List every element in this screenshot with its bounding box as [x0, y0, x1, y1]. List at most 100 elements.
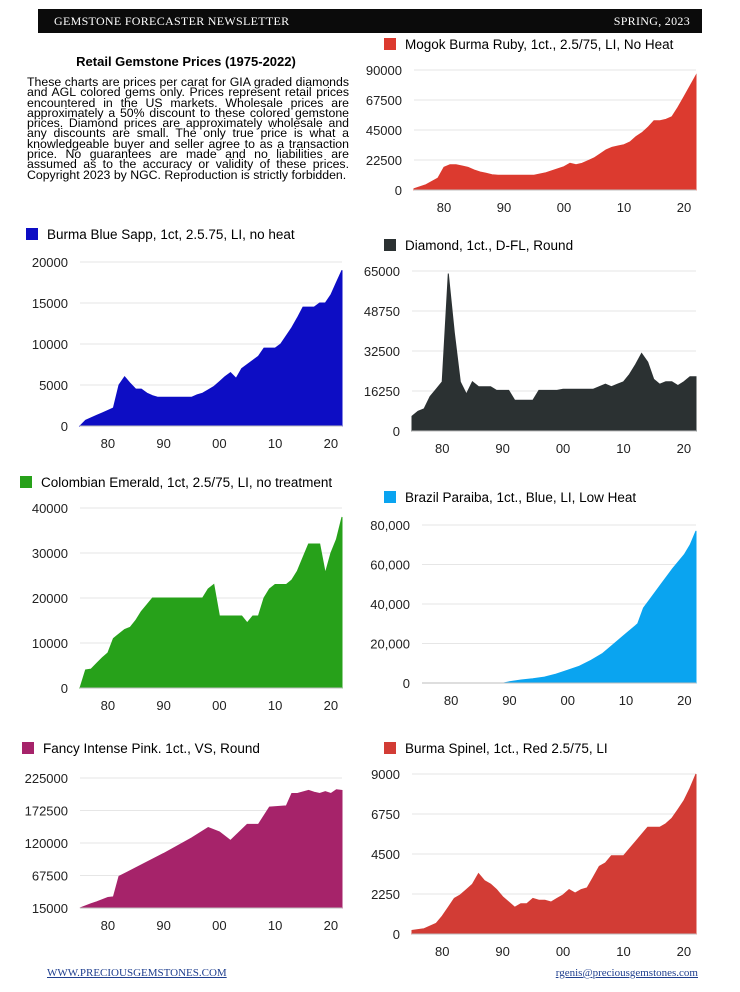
intro-title: Retail Gemstone Prices (1975-2022): [76, 54, 296, 69]
x-tick-label: 20: [677, 200, 691, 215]
y-tick-label: 9000: [371, 767, 400, 782]
y-tick-label: 40000: [32, 501, 68, 516]
area-series: [422, 530, 697, 684]
y-tick-label: 45000: [366, 123, 402, 138]
x-tick-label: 00: [561, 693, 575, 708]
x-tick-label: 90: [495, 441, 509, 456]
legend-swatch: [384, 38, 396, 50]
chart-title-text: Burma Spinel, 1ct., Red 2.5/75, LI: [405, 741, 608, 756]
x-tick-label: 90: [495, 944, 509, 959]
chart-title: Burma Blue Sapp, 1ct, 2.5.75, LI, no hea…: [26, 227, 295, 242]
chart-title-text: Brazil Paraiba, 1ct., Blue, LI, Low Heat: [405, 490, 637, 505]
x-tick-label: 00: [556, 944, 570, 959]
x-tick-label: 10: [616, 441, 630, 456]
chart-svg: 0 10000 20000 30000 40000 80 90 00 10 20: [32, 501, 343, 713]
chart-pink: Fancy Intense Pink. 1ct., VS, Round 15000…: [20, 738, 350, 938]
y-tick-label: 20,000: [370, 637, 410, 652]
y-tick-label: 225000: [25, 771, 68, 786]
y-tick-label: 90000: [366, 63, 402, 78]
x-tick-label: 90: [502, 693, 516, 708]
x-tick-label: 10: [268, 436, 282, 451]
x-tick-label: 10: [619, 693, 633, 708]
chart-title-text: Mogok Burma Ruby, 1ct., 2.5/75, LI, No H…: [405, 37, 674, 52]
y-tick-label: 2250: [371, 887, 400, 902]
y-tick-label: 30000: [32, 546, 68, 561]
chart-title: Mogok Burma Ruby, 1ct., 2.5/75, LI, No H…: [384, 37, 673, 52]
x-tick-label: 20: [324, 436, 338, 451]
y-tick-label: 4500: [371, 847, 400, 862]
x-tick-label: 80: [435, 944, 449, 959]
x-tick-label: 80: [101, 436, 115, 451]
x-tick-label: 90: [156, 436, 170, 451]
x-tick-label: 00: [557, 200, 571, 215]
footer-website-link[interactable]: WWW.PRECIOUSGEMSTONES.COM: [47, 967, 227, 979]
y-tick-label: 5000: [39, 378, 68, 393]
x-tick-label: 10: [617, 200, 631, 215]
legend-swatch: [384, 491, 396, 503]
x-tick-label: 20: [677, 944, 691, 959]
area-series: [79, 516, 343, 689]
chart-emerald: Colombian Emerald, 1ct, 2.5/75, LI, no t…: [20, 472, 350, 722]
issue-date: SPRING, 2023: [613, 14, 690, 28]
area-series: [413, 73, 697, 191]
legend-swatch: [26, 228, 38, 240]
chart-svg: 0 22500 45000 67500 90000 80 90 00 10 20: [366, 63, 697, 215]
x-tick-label: 90: [497, 200, 511, 215]
x-tick-label: 00: [556, 441, 570, 456]
y-tick-label: 22500: [366, 153, 402, 168]
newsletter-header: GEMSTONE FORECASTER NEWSLETTER SPRING, 2…: [38, 9, 702, 33]
x-tick-label: 80: [101, 918, 115, 933]
newsletter-title: GEMSTONE FORECASTER NEWSLETTER: [54, 14, 290, 28]
area-series: [78, 269, 343, 427]
x-tick-label: 80: [101, 698, 115, 713]
y-tick-label: 172500: [25, 804, 68, 819]
chart-title: Brazil Paraiba, 1ct., Blue, LI, Low Heat: [384, 490, 636, 505]
chart-title-text: Diamond, 1ct., D-FL, Round: [405, 238, 574, 253]
x-tick-label: 20: [677, 693, 691, 708]
y-tick-label: 20000: [32, 591, 68, 606]
y-tick-label: 120000: [25, 836, 68, 851]
chart-ruby: Mogok Burma Ruby, 1ct., 2.5/75, LI, No H…: [352, 34, 702, 224]
y-tick-label: 0: [395, 183, 402, 198]
x-tick-label: 00: [212, 698, 226, 713]
x-tick-label: 90: [156, 918, 170, 933]
y-tick-label: 20000: [32, 255, 68, 270]
y-tick-label: 48750: [364, 304, 400, 319]
y-tick-label: 0: [403, 676, 410, 691]
chart-paraiba: Brazil Paraiba, 1ct., Blue, LI, Low Heat…: [352, 487, 702, 717]
y-tick-label: 0: [393, 424, 400, 439]
y-tick-label: 15000: [32, 296, 68, 311]
chart-title-text: Burma Blue Sapp, 1ct, 2.5.75, LI, no hea…: [47, 227, 295, 242]
y-tick-label: 80,000: [370, 518, 410, 533]
x-tick-label: 10: [268, 698, 282, 713]
area-series: [411, 273, 697, 432]
x-tick-label: 80: [435, 441, 449, 456]
y-tick-label: 67500: [32, 869, 68, 884]
chart-title: Fancy Intense Pink. 1ct., VS, Round: [22, 741, 260, 756]
y-tick-label: 40,000: [370, 597, 410, 612]
x-tick-label: 90: [156, 698, 170, 713]
chart-svg: 15000 67500 120000 172500 225000 80 90 00 10 20: [25, 771, 343, 933]
legend-swatch: [384, 742, 396, 754]
y-tick-label: 16250: [364, 384, 400, 399]
x-tick-label: 20: [324, 918, 338, 933]
legend-swatch: [384, 239, 396, 251]
chart-svg: 0 16250 32500 48750 65000 80 90 00 10 20: [364, 264, 697, 456]
area-series: [79, 789, 343, 909]
y-tick-label: 10000: [32, 337, 68, 352]
intro-text: These charts are prices per carat for GI…: [27, 75, 349, 182]
x-tick-label: 80: [444, 693, 458, 708]
chart-svg: 0 5000 10000 15000 20000 80 90 00 10 20: [32, 255, 343, 451]
y-tick-label: 6750: [371, 807, 400, 822]
footer-email-link[interactable]: rgenis@preciousgemstones.com: [555, 967, 698, 979]
chart-diamond: Diamond, 1ct., D-FL, Round 0 16250 32500 487…: [352, 235, 702, 465]
chart-title-text: Fancy Intense Pink. 1ct., VS, Round: [43, 741, 260, 756]
x-tick-label: 00: [212, 436, 226, 451]
chart-spinel: Burma Spinel, 1ct., Red 2.5/75, LI 0 2250 4…: [352, 738, 702, 968]
legend-swatch: [22, 742, 34, 754]
chart-sapphire: Burma Blue Sapp, 1ct, 2.5.75, LI, no hea…: [20, 224, 350, 462]
x-tick-label: 10: [616, 944, 630, 959]
chart-title: Burma Spinel, 1ct., Red 2.5/75, LI: [384, 741, 608, 756]
area-series: [411, 773, 697, 935]
